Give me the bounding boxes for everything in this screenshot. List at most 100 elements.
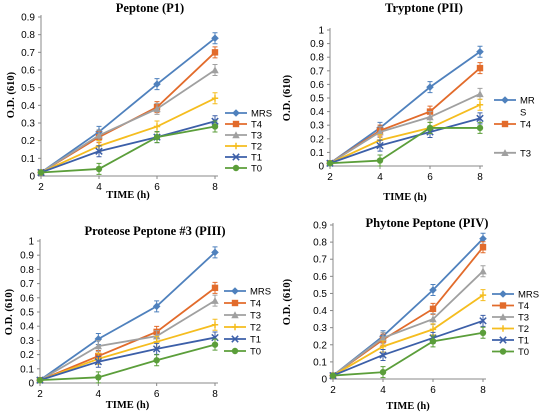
legend-item: T3 (494, 148, 531, 159)
legend-swatch-marker (232, 153, 240, 161)
y-tick-label: 1 (318, 26, 324, 37)
series-line (39, 299, 216, 381)
legend-swatch-marker (232, 131, 240, 139)
data-point (211, 66, 219, 74)
legend-swatch-marker (231, 311, 239, 319)
series-mrs (326, 45, 484, 168)
series-mrs (37, 32, 219, 177)
legend-label: T1 (518, 336, 529, 347)
legend-label: T0 (250, 347, 261, 358)
data-point (426, 113, 434, 121)
y-tick-label: 0.4 (313, 306, 327, 317)
legend-swatch-marker (499, 325, 507, 332)
data-point (376, 128, 384, 136)
legend-label: MRS (250, 287, 271, 298)
data-point (476, 101, 484, 108)
data-point (429, 286, 437, 294)
series-line (39, 343, 216, 382)
legend-item: MRS (224, 287, 271, 298)
y-tick-label: 0.9 (21, 13, 35, 24)
y-tick-label: 0.5 (313, 289, 327, 300)
y-tick-label: 0.6 (313, 272, 327, 283)
y-tick-label: 0.5 (20, 308, 34, 319)
legend-item: T0 (492, 347, 529, 358)
series-t4 (329, 241, 487, 379)
legend-label: MRS (518, 290, 539, 301)
data-point (426, 124, 434, 132)
y-tick-label: 0 (28, 379, 34, 390)
y-axis-label: O.D. (610) (6, 71, 17, 118)
series-line (329, 127, 480, 165)
legend-swatch-marker (232, 120, 240, 128)
data-point (479, 234, 487, 243)
x-tick-label: 6 (154, 182, 160, 193)
legend-label: T4 (520, 120, 531, 131)
data-point (476, 64, 484, 72)
chart-panel-3: Proteose Peptone #3 (PIII) 0 0.1 0.2 0.3 0.4 0… (4, 224, 271, 411)
legend-item: T1 (492, 336, 529, 347)
legend-item: T0 (224, 347, 261, 358)
data-point (479, 329, 487, 336)
legend-item: MRS (492, 290, 539, 301)
series-line (40, 97, 216, 174)
chart-title: Phytone Peptone (PIV) (366, 216, 489, 230)
series-line (40, 37, 216, 174)
y-tick-label: 0.9 (310, 39, 324, 50)
data-point (211, 123, 219, 130)
data-point (95, 131, 103, 139)
y-tick-label: 0.7 (20, 279, 34, 290)
y-tick-label: 0.6 (21, 66, 35, 77)
series-line (329, 93, 481, 165)
data-point (94, 342, 103, 350)
y-tick-label: 0.6 (20, 293, 34, 304)
data-point (95, 374, 102, 381)
series-t2 (329, 289, 487, 379)
data-point (426, 83, 434, 91)
series-line (39, 251, 216, 381)
legend-swatch-marker (231, 323, 239, 331)
legend-item: T4 (225, 120, 262, 131)
legend-label: T3 (250, 311, 261, 322)
data-point (479, 244, 487, 251)
y-tick-label: 0.7 (313, 255, 327, 266)
data-point (211, 333, 219, 342)
data-point (379, 334, 387, 342)
data-point (94, 357, 103, 366)
y-tick-label: 0.2 (20, 350, 34, 361)
data-point (326, 160, 334, 167)
y-tick-label: 0.1 (313, 357, 327, 368)
data-point (95, 165, 103, 173)
legend-item: T3 (224, 311, 261, 322)
legend-label: T2 (518, 324, 529, 335)
series-line (40, 69, 216, 174)
legend-swatch-marker (231, 335, 239, 343)
series-t0 (326, 121, 484, 167)
x-tick-label: 8 (212, 389, 218, 400)
legend-label: T0 (518, 347, 529, 358)
legend-swatch-marker (499, 336, 507, 344)
legend-label: T0 (251, 164, 262, 175)
data-point (429, 326, 437, 333)
series-line (332, 331, 484, 377)
series-t1 (36, 331, 219, 384)
legend-item: T2 (224, 323, 261, 334)
chart-title: Tryptone (PII) (385, 1, 463, 15)
y-tick-label: 0 (321, 375, 327, 386)
y-axis-label: O.D. (610) (4, 288, 15, 335)
data-point (211, 296, 219, 304)
legend-swatch-marker (499, 348, 507, 355)
chart-panel-2: Tryptone (PII) 0 0.1 0.2 0.3 0.4 0.5 0.6 0.7 0.8 0… (282, 1, 535, 203)
y-tick-label: 0.2 (21, 136, 35, 147)
legend-label: T4 (250, 299, 261, 310)
legend-swatch-marker (501, 149, 509, 156)
legend-swatch-marker (499, 290, 507, 298)
data-point (152, 345, 161, 353)
legend-label: T1 (250, 335, 261, 346)
series-t1 (37, 115, 219, 177)
data-point (95, 147, 103, 155)
data-point (329, 372, 337, 379)
x-tick-label: 2 (327, 172, 333, 183)
y-tick-label: 0.9 (20, 251, 34, 262)
y-tick-label: 1 (28, 237, 34, 248)
